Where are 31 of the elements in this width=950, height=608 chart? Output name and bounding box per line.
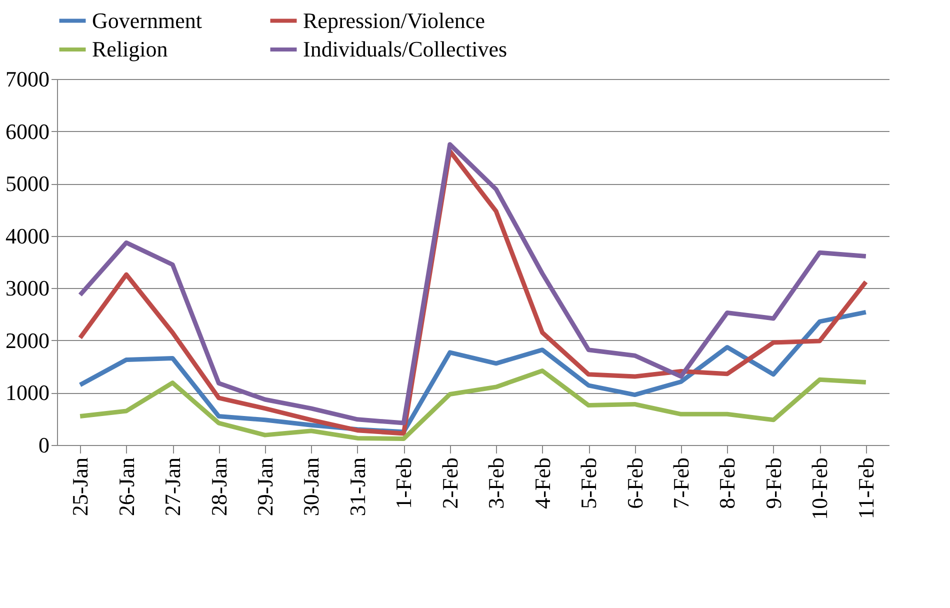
x-tick-label: 11-Feb [853,458,878,520]
y-tick-label: 7000 [6,66,50,92]
x-tick-label: 1-Feb [391,458,416,509]
y-tick-label: 1000 [6,380,50,406]
legend-label: Individuals/Collectives [303,36,508,62]
x-tick-label: 29-Jan [252,458,278,516]
y-tick-label: 0 [38,432,50,458]
x-tick-label: 5-Feb [576,458,602,509]
x-tick-label: 30-Jan [298,458,324,516]
legend-label: Government [92,8,202,33]
y-tick-label: 2000 [6,328,50,353]
legend-label: Repression/Violence [303,8,485,33]
line-series [78,368,868,441]
x-tick-label: 6-Feb [622,458,648,509]
x-tick-label: 3-Feb [484,458,509,509]
x-tick-label: 2-Feb [437,458,462,509]
x-tick-label: 28-Jan [206,458,232,516]
y-tick-label: 5000 [6,171,50,196]
y-tick-label: 3000 [6,276,50,301]
x-tick-label: 7-Feb [668,458,694,509]
x-tick-label: 25-Jan [68,458,93,516]
x-tick-label: 26-Jan [114,458,139,516]
x-tick-label: 4-Feb [530,458,555,509]
x-tick-label: 9-Feb [760,458,786,509]
y-tick-label: 6000 [6,118,50,144]
x-tick-label: 8-Feb [714,458,740,509]
y-tick-label: 4000 [6,223,50,248]
legend-label: Religion [92,36,168,62]
x-tick-label: 27-Jan [160,458,186,516]
x-tick-label: 10-Feb [807,458,832,520]
x-tick-label: 31-Jan [344,458,370,516]
